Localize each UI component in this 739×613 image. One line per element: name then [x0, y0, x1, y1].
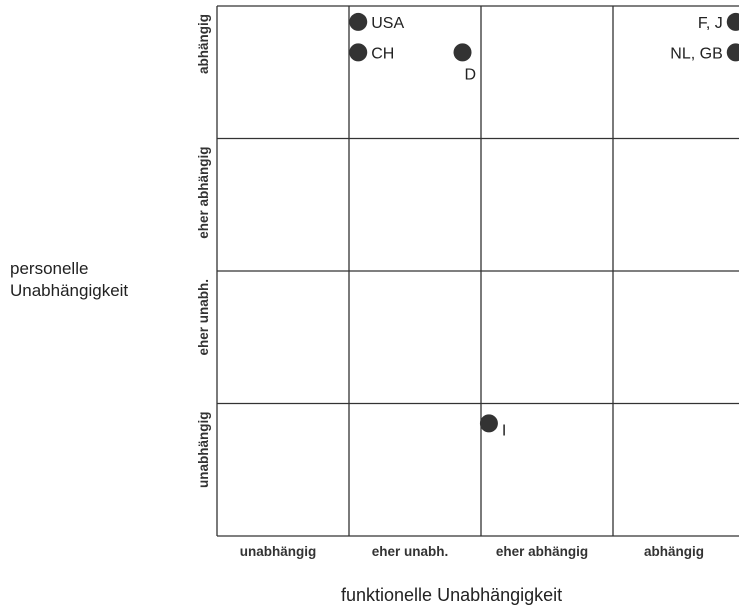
y-tick-label: unabhängig [196, 412, 211, 489]
data-point [349, 43, 368, 62]
y-tick-labels: unabhängig eher unabh. eher abhängig abhäng… [196, 14, 211, 488]
data-point [453, 43, 472, 62]
data-point [479, 414, 498, 433]
data-points: USA CH D F, J NL, GB I [349, 12, 739, 439]
data-point-label: NL, GB [670, 45, 722, 62]
data-point [726, 12, 739, 31]
data-point-label: CH [371, 45, 394, 62]
x-tick-labels: unabhängig eher unabh. eher abhängig abhäng… [240, 544, 704, 559]
y-axis-title-line-1: personelle [10, 259, 89, 278]
x-tick-label: eher abhängig [496, 544, 588, 559]
chart-grid [216, 5, 739, 537]
data-point [349, 12, 368, 31]
data-point-label: F, J [698, 15, 723, 32]
x-tick-label: unabhängig [240, 544, 317, 559]
y-axis-title: personelle Unabhängigkeit [10, 258, 128, 302]
y-axis-title-line-2: Unabhängigkeit [10, 281, 129, 300]
data-point-label: I [502, 422, 506, 439]
y-tick-label: eher unabh. [196, 279, 211, 356]
data-point-label: D [465, 66, 477, 83]
y-tick-label: abhängig [196, 14, 211, 74]
y-tick-label: eher abhängig [196, 147, 211, 239]
x-tick-label: abhängig [644, 544, 704, 559]
x-tick-label: eher unabh. [372, 544, 449, 559]
data-point-label: USA [371, 15, 404, 32]
data-point [726, 43, 739, 62]
x-axis-title: funktionelle Unabhängigkeit [341, 585, 563, 605]
